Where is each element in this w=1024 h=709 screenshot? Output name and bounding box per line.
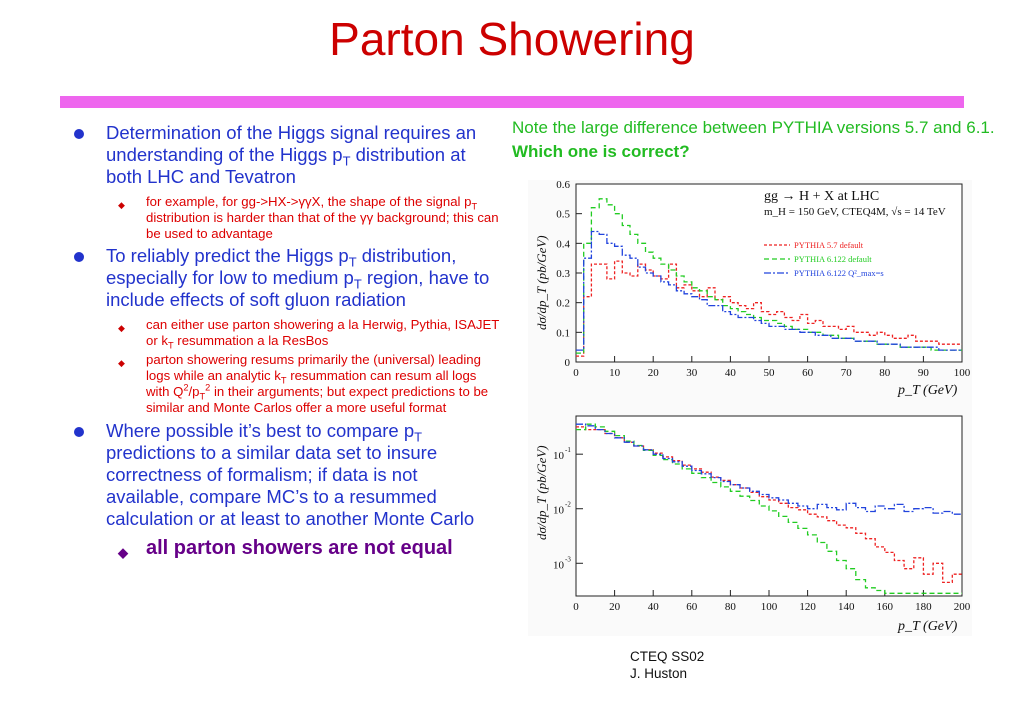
x-tick-label: 120 [799,601,816,613]
bullet-predict-distribution: To reliably predict the Higgs pT distrib… [70,245,500,311]
series-line [576,198,962,354]
y-tick-label: 0.5 [556,209,570,221]
bullet-dot-icon [74,252,84,262]
x-tick-label: 40 [648,601,660,613]
legend-label: PYTHIA 6.122 Q²_max=s [794,268,884,278]
x-tick-label: 200 [954,601,971,613]
x-tick-label: 100 [954,367,971,379]
x-tick-label: 60 [802,367,814,379]
x-tick-label: 30 [686,367,698,379]
y-tick-label: 0.3 [556,268,570,280]
sub-bullet-not-equal: ◆ all parton showers are not equal [70,536,500,560]
sub-bullet-herwig: ◆ can either use parton showering a la H… [118,317,500,351]
bullet-dot-icon [74,129,84,139]
bullet-compare-data: Where possible it’s best to compare pT p… [70,420,500,530]
x-tick-label: 60 [686,601,698,613]
slide-title: Parton Showering [329,13,695,65]
x-tick-label: 20 [648,367,660,379]
x-tick-label: 70 [841,367,853,379]
x-tick-label: 50 [764,367,776,379]
sub-bullet-resums: ◆ parton showering resums primarily the … [118,352,489,415]
plot-subtitle: m_H = 150 GeV, CTEQ4M, √s = 14 TeV [764,206,946,218]
x-tick-label: 20 [609,601,621,613]
footer: CTEQ SS02 J. Huston [630,648,704,682]
y-tick-label: 0 [565,357,571,369]
y-tick-label: 0.6 [556,180,570,191]
linear-plot: 0 10 20 30 40 50 60 70 80 90 100 0 0.1 0.2 0.3 0.4 0.5 0.… [534,179,971,398]
diamond-bullet-icon: ◆ [118,200,125,210]
footer-line-2: J. Huston [630,666,688,681]
bullet-list: Determination of the Higgs signal requir… [70,122,500,560]
series-line [576,230,962,351]
diamond-bullet-icon: ◆ [118,545,128,560]
x-tick-label: 0 [573,367,579,379]
x-tick-label: 180 [915,601,932,613]
y-tick-label: 0.4 [556,238,570,250]
legend-label: PYTHIA 6.122 default [794,254,872,264]
sub-bullet-example: ◆ for example, for gg->HX->γγX, the shap… [118,194,499,241]
legend-label: PYTHIA 5.7 default [794,240,864,250]
x-tick-label: 100 [761,601,778,613]
y-tick-base: 10 [553,450,565,462]
x-tick-label: 140 [838,601,855,613]
x-tick-label: 80 [879,367,891,379]
y-axis-label: dσ/dp_T (pb/GeV) [534,445,549,540]
y-tick-exponent: -3 [565,555,571,563]
diamond-bullet-icon: ◆ [118,358,125,368]
x-tick-label: 10 [609,367,621,379]
x-tick-label: 0 [573,601,579,613]
series-line [576,423,962,515]
x-tick-label: 90 [918,367,930,379]
x-tick-label: 80 [725,601,737,613]
x-tick-label: 160 [877,601,894,613]
note-text: Note the large difference between PYTHIA… [512,118,995,161]
pt-distribution-plots: 0 10 20 30 40 50 60 70 80 90 10000.10.20.30.40.50.… [534,179,971,634]
y-tick-base: 10 [553,559,565,571]
series-line [576,260,962,357]
y-axis-label: dσ/dp_T (pb/GeV) [534,235,549,330]
y-tick-label: 0.2 [556,298,570,310]
y-tick-label: 0.1 [556,327,570,339]
x-tick-label: 40 [725,367,737,379]
bullet-higgs-signal: Determination of the Higgs signal requir… [70,122,500,188]
y-tick-base: 10 [553,505,565,517]
bullet-dot-icon [74,427,84,437]
diamond-bullet-icon: ◆ [118,323,125,333]
x-axis-label: p_T (GeV) [897,383,958,398]
footer-line-1: CTEQ SS02 [630,649,705,664]
plot-title: gg → H + X at LHC [764,189,879,204]
y-tick-exponent: -1 [565,446,571,454]
x-axis-label: p_T (GeV) [897,619,958,634]
plot-panel: 0 10 20 30 40 50 60 70 80 90 100 0 0.1 0.2 0.3 0.4 0.5 0.… [528,179,972,636]
y-tick-exponent: -2 [565,501,571,509]
title-underline-bar [60,96,964,108]
